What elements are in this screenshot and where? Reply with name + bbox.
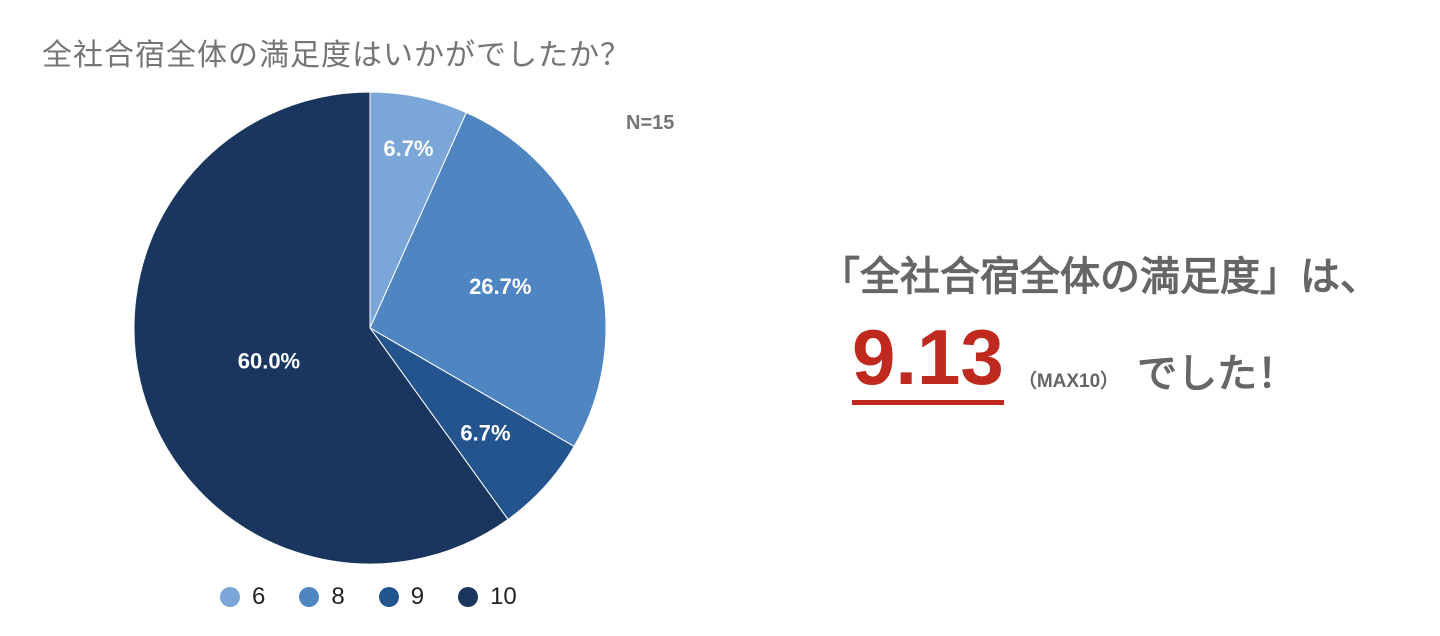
chart-title: 全社合宿全体の満足度はいかがでしたか？ <box>42 38 631 73</box>
slice-label-8: 26.7% <box>469 274 531 299</box>
legend-swatch <box>220 587 240 607</box>
summary-line-1: 「全社合宿全体の満足度」は、 <box>820 254 1380 300</box>
slice-label-10: 60.0% <box>238 349 300 374</box>
score-value: 9.13 <box>852 318 1004 405</box>
legend-label: 10 <box>490 583 517 610</box>
legend-swatch <box>458 587 479 607</box>
legend-item-8: 8 <box>299 583 345 611</box>
slice-label-9: 6.7% <box>460 421 510 446</box>
legend-label: 8 <box>331 583 345 610</box>
sample-size-label: N=15 <box>626 112 675 134</box>
pie-chart: 6.7% 26.7% 6.7% 60.0% <box>133 91 607 565</box>
legend-item-10: 10 <box>458 583 517 611</box>
pie-slice-10 <box>133 91 509 565</box>
legend-swatch <box>299 587 320 607</box>
summary-line-2: 9.13 （MAX10） でした！ <box>852 318 1297 405</box>
legend: 6 8 9 10 <box>220 583 551 611</box>
slice-label-6: 6.7% <box>383 136 433 161</box>
legend-label: 9 <box>410 583 425 610</box>
legend-swatch <box>378 587 399 607</box>
pie-slice-8 <box>369 111 607 448</box>
legend-item-9: 9 <box>378 583 425 611</box>
legend-label: 6 <box>252 583 266 610</box>
max-note: （MAX10） <box>1017 371 1120 392</box>
legend-item-6: 6 <box>220 583 265 611</box>
summary-tail: でした！ <box>1137 351 1298 397</box>
